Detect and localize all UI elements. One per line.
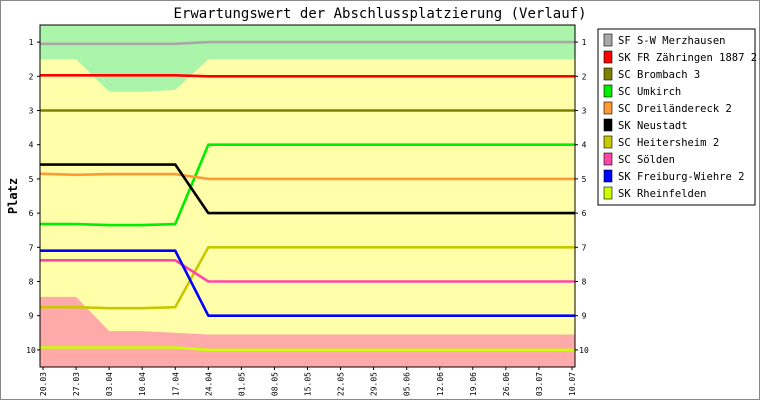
series-line bbox=[40, 246, 575, 310]
y-tick-label-right: 7 bbox=[582, 243, 587, 252]
legend-entry: SC Heitersheim 2 bbox=[618, 137, 719, 149]
legend-entry: SK Rheinfelden bbox=[618, 188, 707, 200]
legend-entry: SC Brombach 3 bbox=[618, 69, 700, 81]
x-tick-labels: 20.03 27.03 03.04 10.04 17.04 24.04 01.05 08.05… bbox=[39, 372, 577, 396]
y-tick-label-right: 2 bbox=[582, 72, 587, 81]
series-line bbox=[40, 258, 575, 283]
x-tick-label: 05.06 bbox=[403, 372, 412, 396]
series-lines bbox=[40, 40, 575, 352]
x-tick-label: 26.06 bbox=[502, 372, 511, 396]
x-tick-label: 24.04 bbox=[204, 372, 213, 396]
y-tick-label: 8 bbox=[29, 278, 34, 287]
legend-swatch bbox=[603, 135, 613, 149]
y-tick-label: 5 bbox=[29, 175, 34, 184]
x-tick-label: 19.06 bbox=[469, 372, 478, 396]
legend-entry: SC Dreiländereck 2 bbox=[618, 103, 732, 115]
x-tick-label: 08.05 bbox=[270, 372, 279, 396]
legend-swatch bbox=[603, 152, 613, 166]
y-tick-label-right: 4 bbox=[582, 141, 587, 150]
x-tick-label: 22.05 bbox=[337, 372, 346, 396]
y-tick-label-right: 10 bbox=[579, 346, 589, 355]
y-tick-label: 2 bbox=[29, 72, 34, 81]
x-tick-label: 17.04 bbox=[171, 372, 180, 396]
legend-entry: SK Freiburg-Wiehre 2 bbox=[618, 171, 744, 183]
x-tick-label: 15.05 bbox=[304, 372, 313, 396]
legend-entry: SC Umkirch bbox=[618, 86, 681, 98]
legend-swatch bbox=[603, 118, 613, 132]
legend-swatch bbox=[603, 84, 613, 98]
x-tick-label: 29.05 bbox=[370, 372, 379, 396]
legend-swatch bbox=[603, 50, 613, 64]
x-tick-label: 27.03 bbox=[72, 372, 81, 396]
legend-swatch bbox=[603, 33, 613, 47]
y-tick-label-right: 1 bbox=[582, 38, 587, 47]
series-line bbox=[40, 249, 575, 318]
chart-title: Erwartungswert der Abschlussplatzierung … bbox=[173, 6, 586, 22]
x-tick-label: 12.06 bbox=[436, 372, 445, 396]
legend: SF S-W Merzhausen SK FR Zähringen 1887 2 S… bbox=[597, 28, 757, 206]
y-tick-label-right: 5 bbox=[582, 175, 587, 184]
legend-entry: SK Neustadt bbox=[618, 120, 688, 132]
x-tick-label: 03.04 bbox=[105, 372, 114, 396]
series-line bbox=[40, 40, 575, 46]
legend-swatch bbox=[603, 67, 613, 81]
y-tick-label: 7 bbox=[29, 243, 34, 252]
x-tick-label: 10.07 bbox=[568, 372, 577, 396]
y-tick-label: 9 bbox=[29, 312, 34, 321]
y-tick-label-right: 8 bbox=[582, 278, 587, 287]
x-tick-label: 10.04 bbox=[138, 372, 147, 396]
legend-entry: SC Sölden bbox=[618, 154, 675, 166]
y-tick-label: 6 bbox=[29, 209, 34, 218]
y-tick-label-right: 3 bbox=[582, 107, 587, 116]
series-line bbox=[40, 172, 575, 181]
y-tick-label-right: 9 bbox=[582, 312, 587, 321]
legend-swatch bbox=[603, 169, 613, 183]
y-tick-label: 4 bbox=[29, 141, 34, 150]
x-tick-label: 20.03 bbox=[39, 372, 48, 396]
legend-swatch bbox=[603, 101, 613, 115]
legend-entry: SK FR Zähringen 1887 2 bbox=[618, 52, 757, 64]
y-tick-label: 3 bbox=[29, 107, 34, 116]
x-tick-label: 03.07 bbox=[535, 372, 544, 396]
y-tick-label: 10 bbox=[26, 346, 36, 355]
legend-box bbox=[597, 28, 756, 206]
y-tick-label: 1 bbox=[29, 38, 34, 47]
y-tick-labels-left: 1 2 3 4 5 6 7 8 9 10 bbox=[26, 38, 36, 355]
y-tick-labels-right: 1 2 3 4 5 6 7 8 9 10 bbox=[579, 38, 589, 355]
legend-swatch bbox=[603, 186, 613, 200]
series-line bbox=[40, 73, 575, 78]
x-tick-label: 01.05 bbox=[237, 372, 246, 396]
y-axis-label: Platz bbox=[6, 178, 20, 214]
legend-entry: SF S-W Merzhausen bbox=[618, 35, 725, 47]
y-tick-label-right: 6 bbox=[582, 209, 587, 218]
plot-frame bbox=[39, 24, 576, 368]
series-line bbox=[40, 163, 575, 215]
series-line bbox=[40, 143, 575, 227]
series-line bbox=[40, 346, 575, 352]
